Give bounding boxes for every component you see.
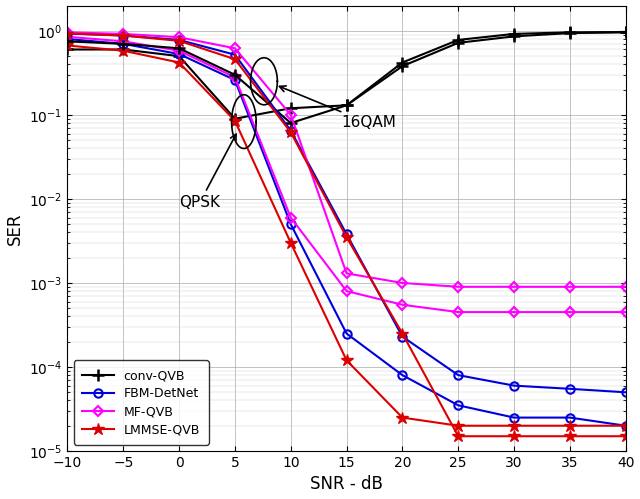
Line: conv-QVB: conv-QVB: [62, 27, 631, 124]
FBM-DetNet: [454, 402, 462, 408]
MF-QVB: [510, 309, 518, 315]
Text: QPSK: QPSK: [179, 134, 236, 210]
FBM-DetNet: [63, 36, 71, 42]
LMMSE-QVB: [63, 42, 71, 48]
MF-QVB: [622, 309, 630, 315]
conv-QVB: [510, 33, 518, 39]
X-axis label: SNR - dB: SNR - dB: [310, 476, 383, 494]
MF-QVB: [454, 309, 462, 315]
LMMSE-QVB: [343, 357, 351, 363]
conv-QVB: [63, 46, 71, 52]
Line: MF-QVB: MF-QVB: [64, 33, 629, 315]
FBM-DetNet: [231, 77, 239, 83]
conv-QVB: [566, 30, 573, 36]
conv-QVB: [175, 53, 183, 59]
LMMSE-QVB: [622, 423, 630, 429]
LMMSE-QVB: [566, 423, 573, 429]
conv-QVB: [399, 63, 406, 69]
LMMSE-QVB: [120, 48, 127, 54]
MF-QVB: [63, 34, 71, 40]
FBM-DetNet: [399, 372, 406, 378]
conv-QVB: [343, 102, 351, 108]
MF-QVB: [343, 288, 351, 294]
MF-QVB: [399, 302, 406, 308]
Text: 16QAM: 16QAM: [280, 86, 396, 131]
conv-QVB: [622, 29, 630, 35]
LMMSE-QVB: [454, 423, 462, 429]
LMMSE-QVB: [399, 415, 406, 421]
MF-QVB: [287, 215, 294, 221]
FBM-DetNet: [510, 415, 518, 421]
LMMSE-QVB: [175, 59, 183, 65]
conv-QVB: [120, 46, 127, 52]
Y-axis label: SER: SER: [6, 212, 24, 245]
FBM-DetNet: [287, 221, 294, 227]
conv-QVB: [287, 105, 294, 111]
MF-QVB: [231, 74, 239, 80]
Line: LMMSE-QVB: LMMSE-QVB: [61, 39, 632, 432]
FBM-DetNet: [175, 51, 183, 57]
Legend: conv-QVB, FBM-DetNet, MF-QVB, LMMSE-QVB: conv-QVB, FBM-DetNet, MF-QVB, LMMSE-QVB: [74, 360, 209, 445]
FBM-DetNet: [120, 41, 127, 47]
MF-QVB: [120, 38, 127, 44]
LMMSE-QVB: [287, 240, 294, 246]
conv-QVB: [454, 40, 462, 46]
MF-QVB: [566, 309, 573, 315]
conv-QVB: [231, 116, 239, 122]
FBM-DetNet: [566, 415, 573, 421]
MF-QVB: [175, 48, 183, 54]
FBM-DetNet: [622, 423, 630, 429]
LMMSE-QVB: [231, 118, 239, 124]
FBM-DetNet: [343, 330, 351, 336]
Line: FBM-DetNet: FBM-DetNet: [63, 35, 630, 430]
LMMSE-QVB: [510, 423, 518, 429]
